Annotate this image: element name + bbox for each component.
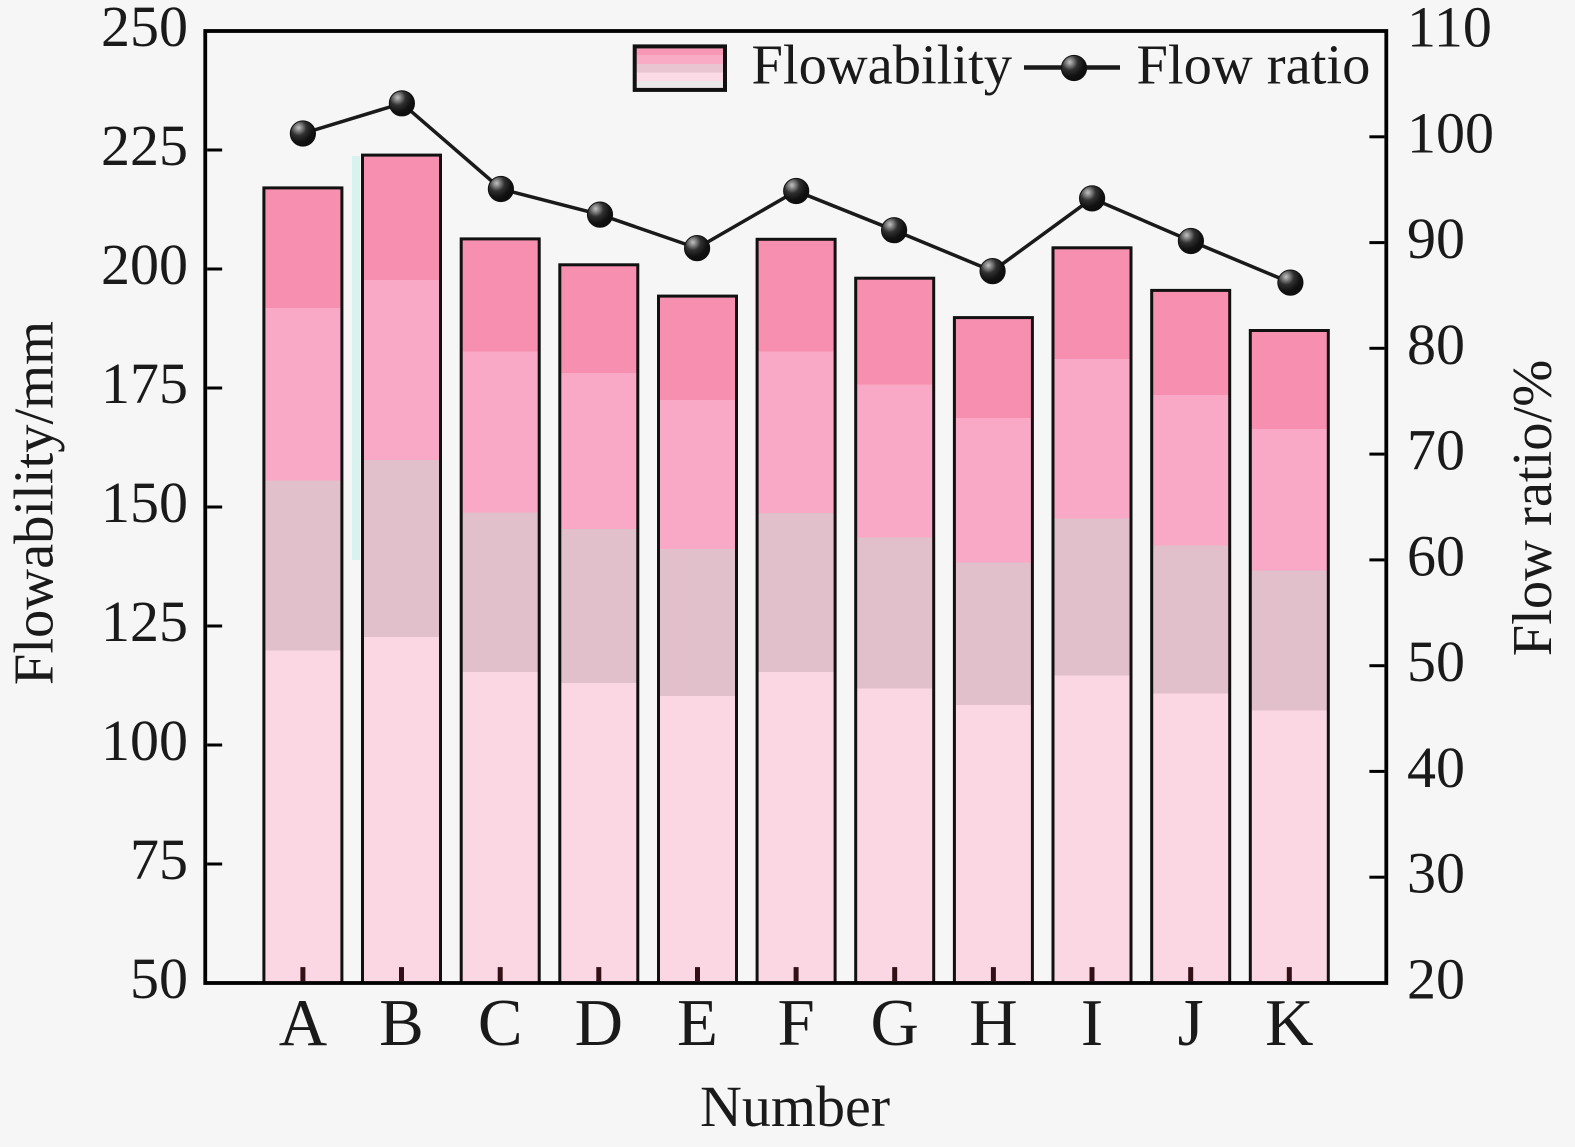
svg-text:60: 60 (1407, 523, 1465, 588)
svg-text:C: C (478, 986, 523, 1060)
svg-text:I: I (1081, 986, 1103, 1060)
svg-text:125: 125 (101, 589, 188, 654)
svg-text:B: B (379, 986, 424, 1060)
svg-text:200: 200 (101, 232, 188, 297)
svg-text:50: 50 (1407, 629, 1465, 694)
svg-text:100: 100 (101, 708, 188, 773)
svg-text:110: 110 (1407, 0, 1492, 60)
svg-text:Flow ratio/%: Flow ratio/% (1502, 360, 1564, 657)
svg-text:Flowability: Flowability (752, 34, 1013, 96)
svg-text:40: 40 (1407, 735, 1465, 800)
svg-text:Number: Number (700, 1074, 890, 1139)
svg-text:K: K (1265, 986, 1313, 1060)
svg-text:175: 175 (101, 351, 188, 416)
svg-text:30: 30 (1407, 841, 1465, 906)
svg-text:75: 75 (130, 827, 188, 892)
svg-text:90: 90 (1407, 206, 1465, 271)
svg-text:E: E (677, 986, 718, 1060)
svg-text:F: F (777, 986, 814, 1060)
svg-text:20: 20 (1407, 947, 1465, 1012)
svg-text:G: G (871, 986, 919, 1060)
svg-text:100: 100 (1407, 100, 1494, 165)
svg-text:D: D (575, 986, 623, 1060)
svg-text:250: 250 (101, 0, 188, 59)
svg-text:80: 80 (1407, 312, 1465, 377)
svg-text:A: A (279, 986, 327, 1060)
svg-text:Flow ratio: Flow ratio (1137, 34, 1371, 96)
svg-text:50: 50 (130, 946, 188, 1011)
svg-text:225: 225 (101, 113, 188, 178)
svg-text:70: 70 (1407, 418, 1465, 483)
svg-text:J: J (1178, 986, 1204, 1060)
svg-text:150: 150 (101, 470, 188, 535)
svg-text:Flowability/mm: Flowability/mm (4, 321, 66, 685)
svg-text:H: H (969, 986, 1017, 1060)
